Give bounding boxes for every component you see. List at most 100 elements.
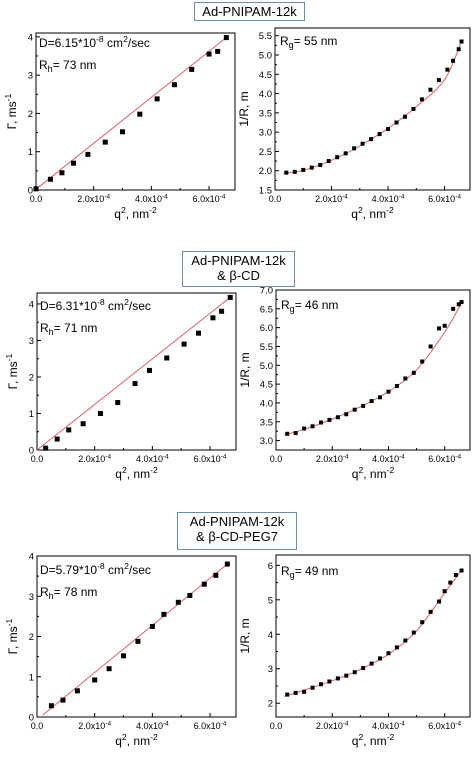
- y-tick-label: 3: [268, 664, 273, 675]
- data-point: [456, 302, 461, 307]
- y-tick-label: 5.5: [260, 342, 273, 353]
- data-point: [54, 436, 60, 442]
- y-tick-label: 7.0: [260, 286, 273, 297]
- y-tick-label: 3.5: [260, 417, 273, 428]
- data-point: [121, 653, 127, 659]
- y-axis-label: 1/R, m: [238, 352, 252, 387]
- x-tick-label: 2.0x10-4: [78, 720, 111, 731]
- diffusion-annotation: D=5.79*10-8 cm2/sec: [40, 561, 151, 577]
- data-point: [343, 151, 348, 156]
- data-point: [33, 186, 39, 192]
- x-tick-label: 0.0: [31, 721, 44, 731]
- section-title-1-line-1: Ad-PNIPAM-12k: [202, 4, 297, 19]
- data-point: [451, 306, 456, 311]
- data-point: [352, 670, 357, 675]
- x-tick-label: 0.0: [270, 454, 283, 464]
- chart-s3-right: 0.0 2.0x10-4 4.0x10-4 6.0x10-4 2 3 4 5 6 q2, nm-2…: [238, 554, 471, 748]
- section-title-2: Ad-PNIPAM-12k & β-CD: [182, 251, 295, 287]
- data-point: [97, 410, 103, 416]
- radius-annotation: Rh= 73 nm: [39, 58, 96, 74]
- y-tick-label: 3.5: [259, 108, 272, 119]
- x-tick-label: 0.0: [31, 454, 44, 464]
- y-tick-label: 2: [29, 372, 34, 383]
- chart-s2-right: 0.0 2.0x10-4 4.0x10-4 6.0x10-4 3.0 3.5 4.0 4.5 5…: [238, 286, 471, 481]
- y-tick-label: 5.5: [259, 31, 272, 42]
- data-point: [437, 326, 442, 331]
- data-point: [352, 146, 357, 151]
- data-point: [411, 107, 416, 111]
- x-tick-label: 6.0x10-4: [194, 453, 227, 464]
- data-point: [164, 355, 170, 361]
- data-point: [360, 141, 365, 146]
- data-point: [437, 599, 442, 604]
- y-tick-label: 2: [268, 699, 273, 710]
- data-point: [335, 155, 340, 160]
- data-point: [213, 572, 219, 578]
- plot-frame: [275, 289, 471, 451]
- plot-frame: [36, 555, 237, 718]
- data-point: [74, 688, 80, 694]
- data-point: [420, 359, 425, 364]
- data-point: [386, 389, 391, 394]
- data-point: [445, 67, 450, 72]
- data-point: [411, 370, 416, 375]
- data-point: [292, 169, 297, 174]
- y-tick-label: 0: [28, 186, 33, 197]
- x-tick-label: 0.0: [30, 194, 43, 204]
- data-point: [310, 424, 315, 429]
- data-point: [293, 690, 298, 695]
- data-point: [352, 407, 357, 412]
- data-point: [419, 97, 424, 102]
- x-tick-label: 4.0x10-4: [372, 453, 405, 464]
- plot-frame: [274, 27, 471, 191]
- x-axis-label: q2, nm-2: [114, 205, 157, 221]
- data-point: [344, 412, 349, 417]
- x-tick-label: 2.0x10-4: [316, 720, 349, 731]
- x-tick-label: 2.0x10-4: [77, 193, 110, 204]
- radius-annotation: Rg= 49 nm: [281, 564, 338, 580]
- y-tick-label: 3: [29, 592, 34, 603]
- data-point: [302, 689, 307, 694]
- x-tick-label: 6.0x10-4: [428, 453, 461, 464]
- data-point: [318, 682, 323, 687]
- data-point: [293, 431, 298, 436]
- data-point: [428, 87, 433, 92]
- data-point: [318, 162, 323, 167]
- data-point: [369, 399, 374, 404]
- y-tick-label: 0: [29, 446, 34, 457]
- x-tick-label: 0.0: [269, 194, 282, 204]
- data-point: [361, 666, 366, 671]
- data-point: [285, 431, 290, 436]
- data-point: [154, 96, 160, 102]
- data-point: [327, 417, 332, 422]
- data-point: [301, 167, 306, 172]
- y-tick-label: 4.5: [260, 380, 273, 391]
- data-point: [386, 651, 391, 656]
- x-axis-label: q2, nm-2: [115, 465, 158, 481]
- y-tick-label: 2.0: [259, 166, 272, 177]
- data-point: [428, 344, 433, 349]
- data-point: [135, 638, 141, 644]
- y-axis-label: 1/R, m: [238, 618, 252, 653]
- data-point: [448, 580, 453, 585]
- data-point: [106, 666, 112, 672]
- chart-s1-left: 0.0 2.0x10-4 4.0x10-4 6.0x10-4 0 1 2 3 4 q2, nm-2…: [3, 32, 236, 221]
- y-tick-label: 4.5: [259, 70, 272, 81]
- data-point: [411, 630, 416, 635]
- fit-curve: [284, 302, 463, 436]
- section-title-2-line-2: & β-CD: [217, 268, 260, 283]
- y-tick-label: 1: [29, 672, 34, 683]
- data-point: [318, 420, 323, 425]
- y-tick-label: 6: [268, 561, 273, 572]
- section-title-2-line-1: Ad-PNIPAM-12k: [191, 253, 286, 268]
- x-axis-label: q2, nm-2: [351, 205, 394, 221]
- data-point: [146, 367, 152, 373]
- data-point: [403, 638, 408, 643]
- data-point: [302, 426, 307, 431]
- y-axis-label: Γ, ms-1: [3, 93, 19, 129]
- chart-s1-right: 0.0 2.0x10-4 4.0x10-4 6.0x10-4 1.5 2.0 2.5 3.0 3…: [237, 27, 471, 221]
- data-point: [335, 415, 340, 420]
- section-title-1: Ad-PNIPAM-12k: [194, 2, 305, 21]
- y-tick-label: 3: [28, 71, 33, 82]
